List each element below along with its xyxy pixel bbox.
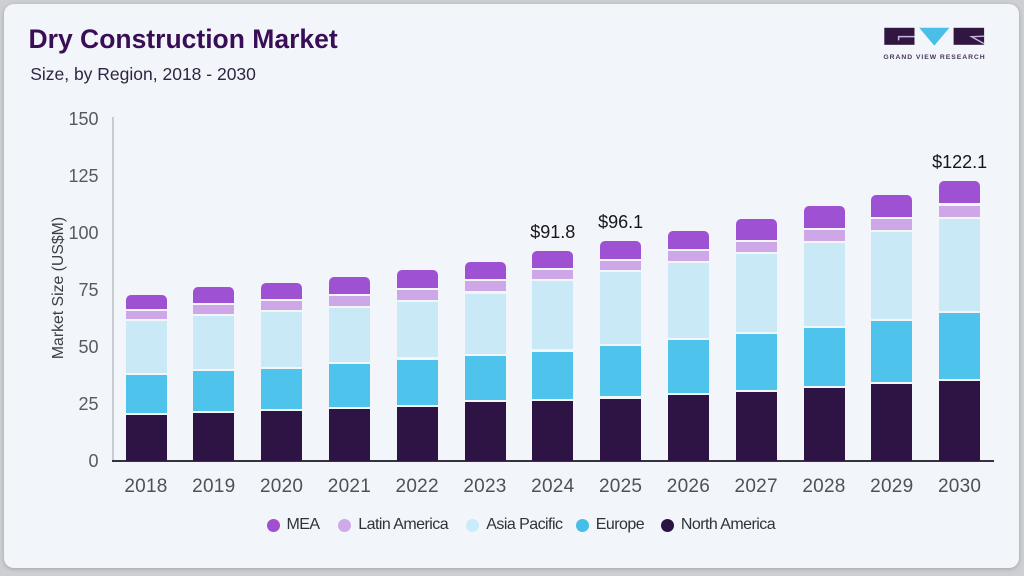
svg-text:GRAND VIEW RESEARCH: GRAND VIEW RESEARCH — [883, 54, 985, 61]
